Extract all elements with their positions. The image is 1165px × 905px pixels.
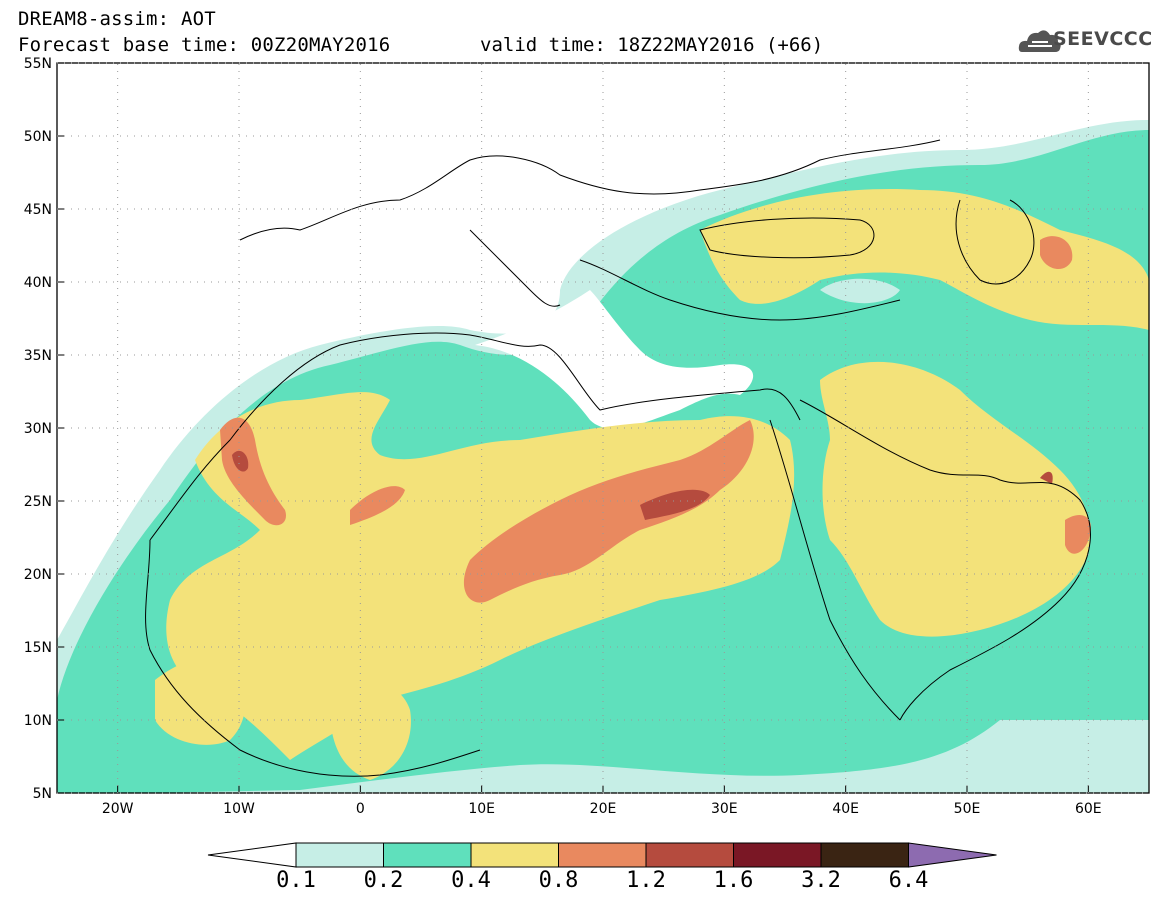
coast-west-africa [145,539,481,777]
aot-band-12-gulf [1040,471,1053,484]
aot-band-08-libya [463,420,754,603]
colorbar-segment [645,842,734,868]
logo-text: SEEVCCC [1053,28,1153,50]
aot-band-iran-hole [820,278,900,304]
valid-time: valid time: 18Z22MAY2016 (+66) [480,34,824,56]
colorbar-label: 6.4 [888,868,929,893]
colorbar [207,842,997,868]
aot-band-08-morocco [220,417,286,526]
colorbar-segment [383,842,472,868]
aot-band-04-guinea [330,676,411,780]
aot-band-mediterranean [475,290,754,429]
lat-tick-label: 35N [24,348,52,364]
colorbar-label: 0.4 [451,868,491,893]
lat-tick-label: 30N [24,421,52,437]
lon-tick-label: 50E [954,801,981,817]
aot-band-12-morocco [232,450,249,472]
aot-band-04-westafrica [155,659,245,745]
aot-band-08-algeria [350,486,405,525]
lat-tick-label: 55N [24,56,52,72]
base-time: Forecast base time: 00Z20MAY2016 [18,34,391,56]
lat-tick-label: 25N [24,494,52,510]
lat-tick-label: 50N [24,129,52,145]
colorbar-label: 0.2 [363,868,404,893]
colorbar-label: 0.1 [276,868,316,893]
longitude-axis: 20W 10W 0 10E 20E 30E 40E 50E 60E [102,63,1102,817]
product-title: DREAM8-assim: AOT [18,8,216,30]
coast-caspian [955,199,1035,285]
lat-tick-label: 45N [24,202,52,218]
colorbar-label: 0.8 [538,868,579,893]
coast-europe [239,139,941,241]
aot-band-08-oman [1065,515,1091,554]
coast-north-africa [149,332,801,541]
colorbar-arrow-low [207,842,297,868]
lon-tick-label: 10E [468,801,495,817]
lon-tick-label: 20E [590,801,617,817]
coast-italy [469,229,561,307]
colorbar-segment [820,842,909,868]
coast-red-sea [769,419,901,721]
colorbar-arrow-high [908,842,997,868]
lat-tick-label: 15N [24,640,52,656]
colorbar-label: 1.2 [626,868,666,893]
aot-band-12-libya [640,489,710,520]
coast-black-sea [699,217,875,259]
colorbar-label: 3.2 [801,868,841,893]
coast-greece-turkey [579,259,901,321]
lon-tick-label: 60E [1075,801,1102,817]
aot-band-08-caspian [1040,236,1073,270]
lon-tick-label: 10W [223,801,255,817]
aot-band-04-turkey [700,189,1149,330]
aot-band-04-arabia [820,361,1091,637]
lon-tick-label: 40E [832,801,859,817]
colorbar-segment [470,842,559,868]
lat-tick-label: 40N [24,275,52,291]
lon-tick-label: 30E [711,801,738,817]
colorbar-label: 1.6 [713,868,754,893]
lat-tick-label: 10N [24,713,52,729]
colorbar-segment [733,842,822,868]
lat-tick-label: 20N [24,567,52,583]
lat-tick-label: 5N [33,786,52,802]
colorbar-segment [558,842,647,868]
coast-arabia [799,399,1091,721]
coastlines [145,139,1091,777]
colorbar-segment [295,842,384,868]
lon-tick-label: 0 [356,801,365,817]
lon-tick-label: 20W [102,801,134,817]
cloud-logo-icon [1018,30,1061,52]
